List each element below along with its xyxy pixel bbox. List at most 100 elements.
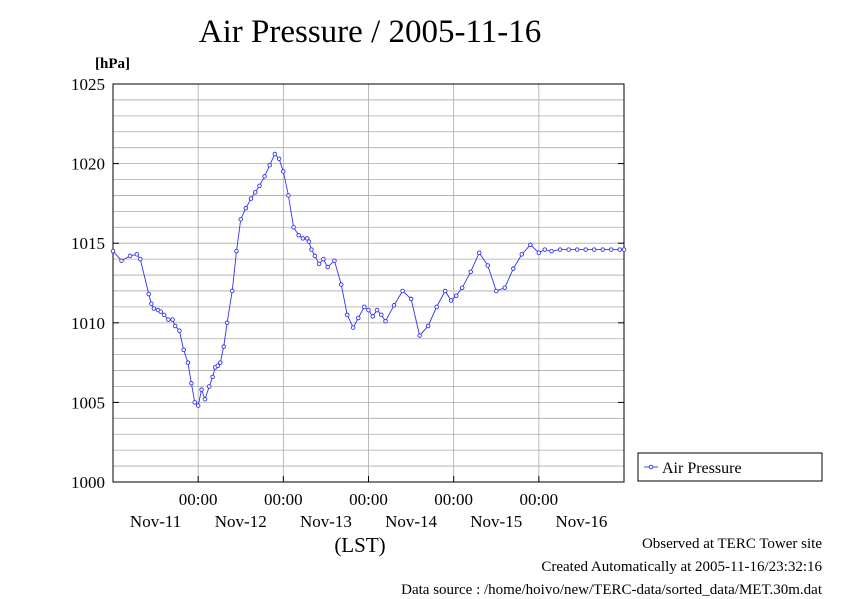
data-point <box>206 384 212 389</box>
data-point <box>127 253 133 259</box>
data-point <box>600 247 605 252</box>
legend-label: Air Pressure <box>662 460 742 477</box>
series-layer <box>110 151 627 408</box>
y-tick-label: 1005 <box>71 393 105 412</box>
data-point <box>172 323 178 329</box>
x-axis-label: (LST) <box>334 533 385 557</box>
footer-created: Created Automatically at 2005-11-16/23:3… <box>541 559 822 575</box>
data-point <box>300 236 306 241</box>
data-point <box>229 288 235 294</box>
data-point <box>119 258 124 263</box>
data-point <box>286 193 291 198</box>
data-point <box>350 325 356 330</box>
data-point <box>621 247 627 252</box>
data-point <box>459 285 465 291</box>
data-point <box>542 247 548 252</box>
data-point <box>356 315 361 321</box>
data-point <box>224 320 230 326</box>
grid-lines <box>113 84 624 482</box>
data-point <box>243 205 249 211</box>
data-point <box>192 400 198 405</box>
y-tick-label: 1010 <box>71 314 105 333</box>
legend: Air Pressure <box>637 452 823 482</box>
data-point <box>442 288 448 294</box>
data-point <box>316 261 322 267</box>
legend-marker <box>648 464 654 470</box>
data-point <box>306 239 312 244</box>
y-tick-label: 1015 <box>71 234 105 253</box>
data-point <box>417 333 422 338</box>
x-tick-label: 00:00 <box>519 490 558 509</box>
data-point <box>181 347 186 353</box>
x-date-label: Nov-12 <box>215 512 267 531</box>
data-point <box>448 298 454 303</box>
data-point <box>312 253 318 259</box>
data-point <box>528 242 533 248</box>
data-point <box>408 296 414 302</box>
legend-box <box>637 452 823 482</box>
data-point <box>158 309 163 314</box>
axis-labels: 1000 1005 1010 1015 1020 1025 [hPa] 00:00 00:00 0… <box>71 56 607 557</box>
data-point <box>262 174 267 179</box>
data-point <box>511 266 516 271</box>
y-tick-label: 1000 <box>71 473 105 492</box>
data-point <box>591 247 597 252</box>
data-point <box>291 225 296 230</box>
data-point <box>134 252 140 257</box>
y-tick-label: 1025 <box>71 75 105 94</box>
x-tick-label: 00:00 <box>349 490 388 509</box>
data-point <box>361 304 367 310</box>
x-date-label: Nov-11 <box>130 512 181 531</box>
data-point <box>519 252 525 257</box>
data-point <box>425 323 431 329</box>
data-point <box>400 288 405 294</box>
data-point <box>494 288 499 294</box>
data-point <box>166 317 171 322</box>
data-point <box>177 328 182 334</box>
data-point <box>549 248 554 254</box>
data-point <box>149 301 154 306</box>
data-point <box>366 307 371 313</box>
data-point <box>338 282 344 287</box>
x-date-label: Nov-15 <box>470 512 522 531</box>
data-point <box>391 303 397 308</box>
data-point <box>296 232 301 238</box>
data-point <box>468 269 473 275</box>
y-axis-label: [hPa] <box>95 56 130 72</box>
data-point <box>374 307 380 313</box>
data-point <box>476 250 482 256</box>
footer-source: Data source : /home/hoivo/new/TERC-data/… <box>401 582 822 598</box>
footer-site: Observed at TERC Tower site <box>641 536 822 552</box>
data-point <box>238 217 243 222</box>
x-date-label: Nov-16 <box>555 512 607 531</box>
data-point <box>248 196 254 201</box>
x-date-label: Nov-14 <box>385 512 437 531</box>
x-tick-label: 00:00 <box>179 490 218 509</box>
data-point <box>325 264 330 270</box>
data-point <box>234 248 239 254</box>
data-point <box>332 258 337 263</box>
data-point <box>170 317 175 322</box>
x-date-label: Nov-13 <box>300 512 352 531</box>
data-point <box>221 344 226 349</box>
data-point <box>557 247 563 252</box>
data-point <box>617 247 622 252</box>
data-point <box>379 312 384 318</box>
data-point <box>536 250 542 256</box>
data-point <box>383 318 388 324</box>
data-point <box>434 304 439 310</box>
data-point <box>210 374 215 380</box>
data-point <box>110 248 116 254</box>
data-point <box>281 169 286 174</box>
data-point <box>267 162 272 168</box>
data-point <box>344 312 350 318</box>
data-point <box>453 293 459 298</box>
data-point <box>272 151 278 157</box>
data-point <box>608 247 614 252</box>
data-point <box>257 183 262 189</box>
data-point <box>146 291 152 297</box>
data-point <box>218 360 223 365</box>
data-point <box>161 312 167 318</box>
x-tick-label: 00:00 <box>264 490 303 509</box>
